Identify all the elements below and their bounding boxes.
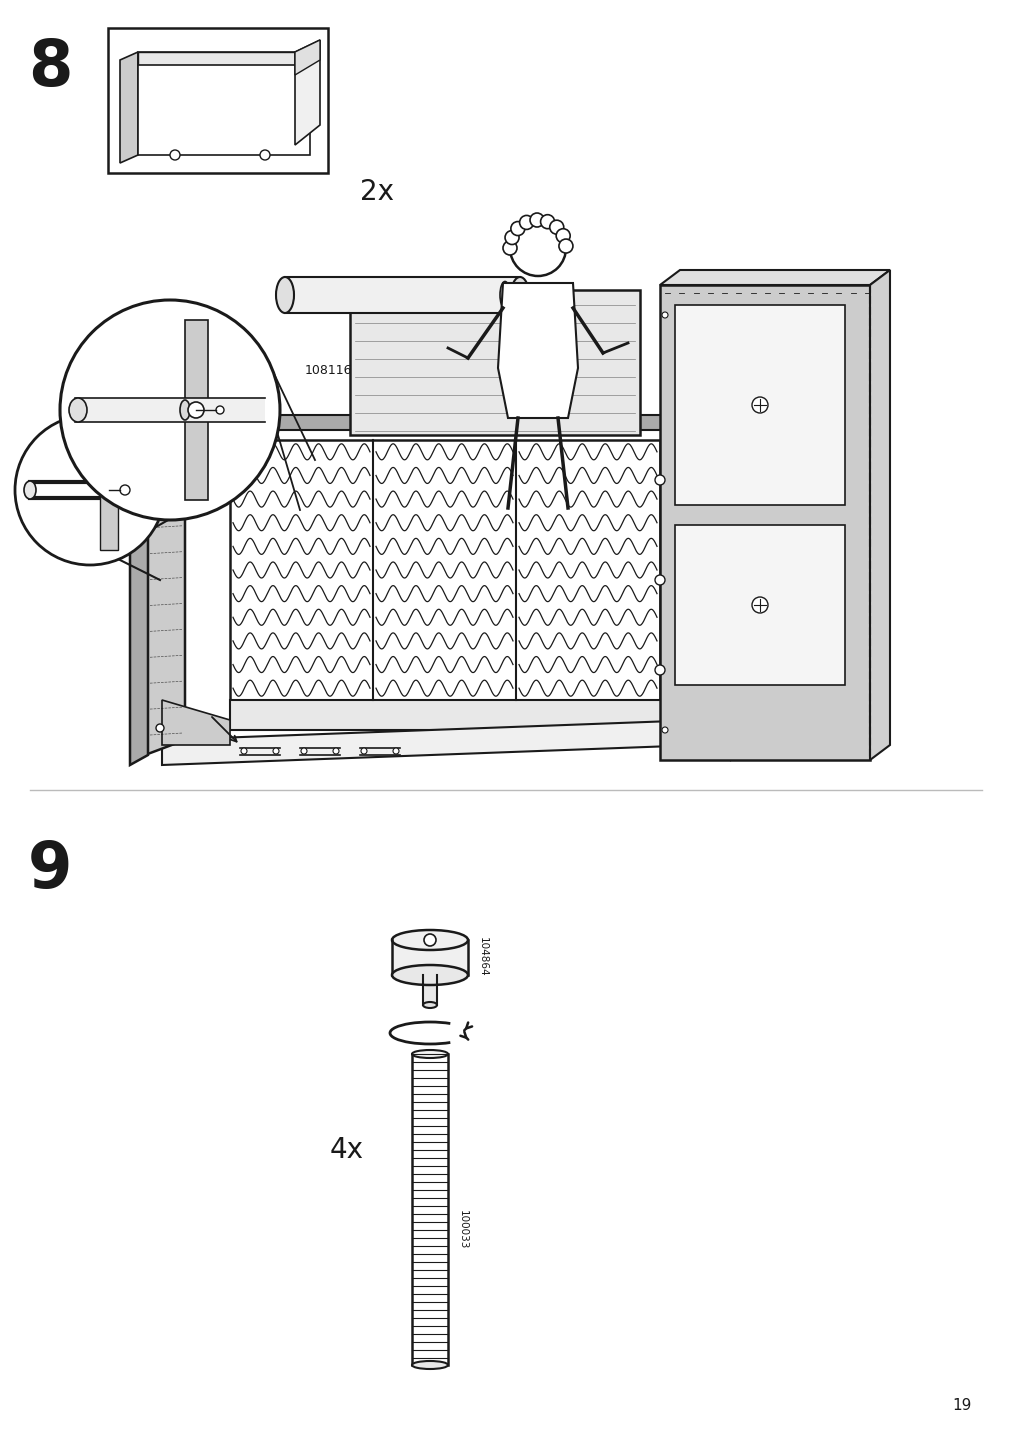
Ellipse shape [423,1002,437,1008]
Polygon shape [120,52,137,163]
Circle shape [260,150,270,160]
FancyBboxPatch shape [423,975,437,1005]
Circle shape [300,748,306,755]
Polygon shape [229,415,679,430]
Polygon shape [185,319,208,500]
Polygon shape [869,271,889,760]
FancyBboxPatch shape [75,398,265,422]
Circle shape [215,407,223,414]
Ellipse shape [24,481,36,498]
Circle shape [654,576,664,586]
Circle shape [170,150,180,160]
Circle shape [60,299,280,520]
Circle shape [556,229,569,243]
Circle shape [511,222,525,235]
Ellipse shape [391,929,467,949]
Circle shape [502,241,517,255]
Ellipse shape [499,282,510,308]
Polygon shape [350,291,639,435]
FancyBboxPatch shape [674,305,844,505]
Polygon shape [137,64,309,155]
Circle shape [361,748,367,755]
Circle shape [751,597,767,613]
FancyBboxPatch shape [285,276,520,314]
Circle shape [558,239,572,253]
Ellipse shape [391,965,467,985]
Circle shape [519,215,533,229]
Circle shape [661,312,667,318]
FancyBboxPatch shape [229,440,659,700]
Polygon shape [129,430,148,765]
Ellipse shape [276,276,294,314]
FancyBboxPatch shape [108,29,328,173]
Circle shape [504,231,519,245]
Circle shape [530,213,544,228]
FancyBboxPatch shape [674,526,844,684]
Polygon shape [162,720,729,765]
Circle shape [241,748,247,755]
Circle shape [392,748,398,755]
Circle shape [654,664,664,674]
Circle shape [120,485,129,495]
Circle shape [751,397,767,412]
FancyBboxPatch shape [391,939,467,975]
Polygon shape [137,52,309,64]
Polygon shape [659,271,889,285]
Polygon shape [145,415,185,755]
Ellipse shape [411,1360,448,1369]
Polygon shape [137,52,295,74]
Circle shape [424,934,436,947]
Polygon shape [295,40,319,74]
FancyBboxPatch shape [100,430,118,550]
Circle shape [15,415,165,566]
Ellipse shape [411,1050,448,1058]
Circle shape [510,221,565,276]
Text: 4x: 4x [330,1136,364,1164]
Text: 9: 9 [27,839,72,901]
Circle shape [540,215,554,229]
Text: 2x: 2x [360,178,393,206]
Text: 108116: 108116 [304,364,352,377]
Ellipse shape [69,398,87,422]
Ellipse shape [511,276,529,314]
Circle shape [188,402,204,418]
FancyBboxPatch shape [659,285,869,760]
Polygon shape [162,700,229,745]
Circle shape [273,748,279,755]
Text: 19: 19 [951,1398,971,1412]
Polygon shape [295,40,319,145]
Text: 104864: 104864 [477,937,487,977]
Circle shape [661,727,667,733]
Text: 100033: 100033 [458,1210,467,1250]
Circle shape [654,475,664,485]
Text: 8: 8 [27,37,72,99]
Circle shape [549,221,563,235]
Polygon shape [497,284,577,418]
Polygon shape [229,684,679,730]
Ellipse shape [180,400,190,420]
Circle shape [156,725,164,732]
Circle shape [333,748,339,755]
